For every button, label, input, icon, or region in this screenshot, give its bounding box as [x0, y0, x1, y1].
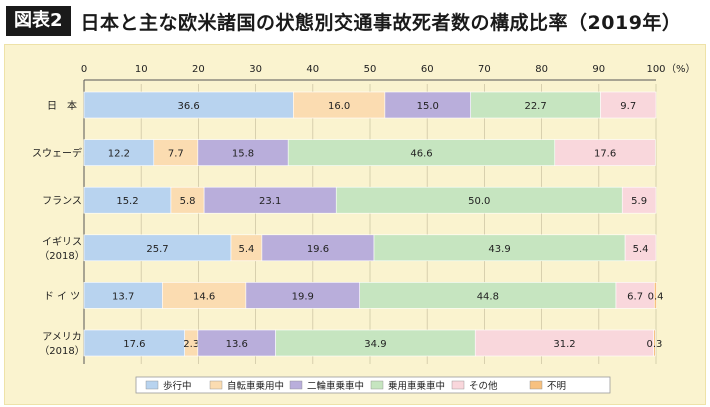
bar-segment — [83, 186, 172, 214]
data-label: 31.2 — [553, 339, 575, 350]
bar-segment — [653, 282, 657, 309]
legend-label-2: 二輪車乗車中 — [307, 380, 364, 392]
bar-segment — [153, 139, 199, 166]
bar-segment — [197, 139, 289, 166]
data-label: 13.7 — [112, 291, 134, 302]
data-label: 17.6 — [594, 149, 616, 160]
data-label: 16.0 — [328, 101, 350, 112]
x-tick-label-0: 0 — [81, 64, 87, 75]
legend-swatch-5 — [529, 380, 543, 390]
data-label: 22.7 — [524, 101, 546, 112]
data-label: 0.3 — [646, 339, 662, 350]
bar-segment — [83, 139, 155, 166]
x-tick-label-8: 80 — [535, 64, 548, 75]
legend-swatch-2 — [289, 380, 303, 390]
bar-segment — [615, 282, 655, 309]
legend-swatch-0 — [145, 380, 159, 390]
data-label: 9.7 — [620, 101, 636, 112]
category-sublabel-3: （2018） — [39, 250, 84, 262]
bar-segment — [621, 186, 657, 214]
chart-title: 日本と主な欧米諸国の状態別交通事故死者数の構成比率（2019年） — [80, 11, 682, 34]
data-label: 36.6 — [178, 101, 200, 112]
data-label: 14.6 — [193, 291, 215, 302]
data-label: 50.0 — [468, 196, 490, 207]
bar-segment — [624, 234, 657, 262]
bar-segment — [162, 282, 247, 309]
data-label: 43.9 — [488, 244, 510, 255]
bar-segment — [230, 234, 263, 262]
figure-header: 図表2 日本と主な欧米諸国の状態別交通事故死者数の構成比率（2019年） — [6, 6, 681, 36]
legend-label-0: 歩行中 — [163, 380, 192, 392]
data-label: 25.7 — [146, 244, 168, 255]
data-label: 5.4 — [633, 244, 649, 255]
category-label-3: イギリス — [42, 236, 82, 248]
data-label: 13.6 — [226, 339, 248, 350]
data-label: 19.6 — [307, 244, 329, 255]
category-label-4: ド イ ツ — [44, 291, 80, 302]
data-label: 15.2 — [116, 196, 138, 207]
data-label: 46.6 — [410, 149, 432, 160]
bar-segment — [653, 329, 656, 357]
data-label: 15.0 — [417, 101, 439, 112]
bar-segment — [83, 234, 232, 262]
bar-segment — [373, 234, 626, 262]
bar-segment — [197, 329, 276, 357]
x-tick-label-7: 70 — [478, 64, 491, 75]
data-label: 5.4 — [238, 244, 254, 255]
data-label: 0.4 — [648, 291, 664, 302]
bar-segment — [203, 186, 337, 214]
category-label-1: スウェーデン — [32, 147, 92, 160]
data-label: 34.9 — [364, 339, 386, 350]
data-label: 19.9 — [292, 291, 314, 302]
bar-segment — [474, 329, 655, 357]
data-label: 2.3 — [183, 339, 199, 350]
bar-segment — [600, 91, 657, 119]
legend-label-1: 自転車乗用中 — [227, 380, 284, 392]
legend-swatch-1 — [209, 380, 223, 390]
figure-tag: 図表2 — [6, 6, 71, 36]
category-label-2: フランス — [42, 195, 82, 207]
legend-label-5: 不明 — [547, 381, 566, 392]
data-label: 44.8 — [477, 291, 499, 302]
data-label: 23.1 — [259, 196, 281, 207]
bar-segment — [83, 329, 185, 357]
bar-segment — [384, 91, 471, 119]
x-tick-label-10: 100 — [646, 64, 665, 75]
data-label: 12.2 — [108, 149, 130, 160]
bar-segment — [170, 186, 205, 214]
x-tick-label-4: 40 — [306, 64, 319, 75]
category-sublabel-5: （2018） — [39, 345, 84, 357]
bar-segment — [470, 91, 601, 119]
x-tick-label-3: 30 — [249, 64, 262, 75]
x-tick-label-1: 10 — [135, 64, 148, 75]
legend-swatch-3 — [370, 380, 384, 390]
category-label-0: 日 本 — [47, 99, 77, 112]
x-tick-label-9: 90 — [592, 64, 605, 75]
x-axis-unit: （%） — [666, 63, 696, 75]
data-label: 5.9 — [631, 196, 647, 207]
data-label: 6.7 — [627, 291, 643, 302]
bar-segment — [293, 91, 386, 119]
x-tick-label-2: 20 — [192, 64, 205, 75]
x-tick-label-5: 50 — [364, 64, 377, 75]
category-label-5: アメリカ — [42, 331, 82, 343]
bar-segment — [83, 282, 163, 309]
bar-segment — [261, 234, 375, 262]
data-label: 15.8 — [232, 149, 254, 160]
legend-label-4: その他 — [469, 380, 498, 392]
x-tick-label-6: 60 — [421, 64, 434, 75]
legend-swatch-4 — [451, 380, 465, 390]
bar-segment — [83, 91, 294, 119]
data-label: 7.7 — [168, 149, 184, 160]
data-label: 5.8 — [180, 196, 196, 207]
legend-label-3: 乗用車乗車中 — [388, 380, 445, 392]
bar-segment — [554, 139, 656, 166]
bar-segment — [275, 329, 476, 357]
data-label: 17.6 — [123, 339, 145, 350]
bar-segment — [287, 139, 556, 166]
